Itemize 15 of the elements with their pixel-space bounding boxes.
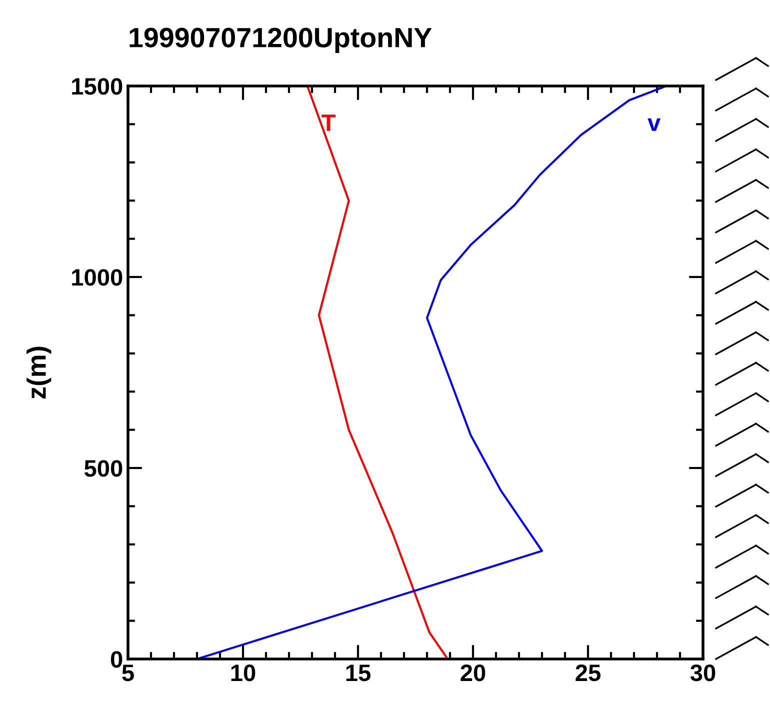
y-tick-label: 500 — [84, 460, 122, 477]
y-tick-label: 1000 — [72, 269, 122, 286]
x-tick-label: 20 — [460, 664, 486, 682]
y-axis-title: z(m) — [26, 346, 52, 399]
series-label: T — [322, 114, 336, 131]
series-label: v — [648, 118, 661, 131]
y-tick-label: 0 — [110, 651, 122, 668]
x-tick-label: 15 — [346, 664, 370, 682]
x-tick-label: 5 — [122, 664, 134, 682]
x-tick-label: 25 — [576, 664, 600, 682]
x-tick-label: 10 — [231, 664, 256, 682]
x-tick-label: 30 — [690, 664, 716, 682]
line-series — [306, 86, 449, 659]
chart-title: 199907071200UptonNY — [130, 28, 432, 53]
y-tick-label: 1500 — [72, 78, 122, 95]
